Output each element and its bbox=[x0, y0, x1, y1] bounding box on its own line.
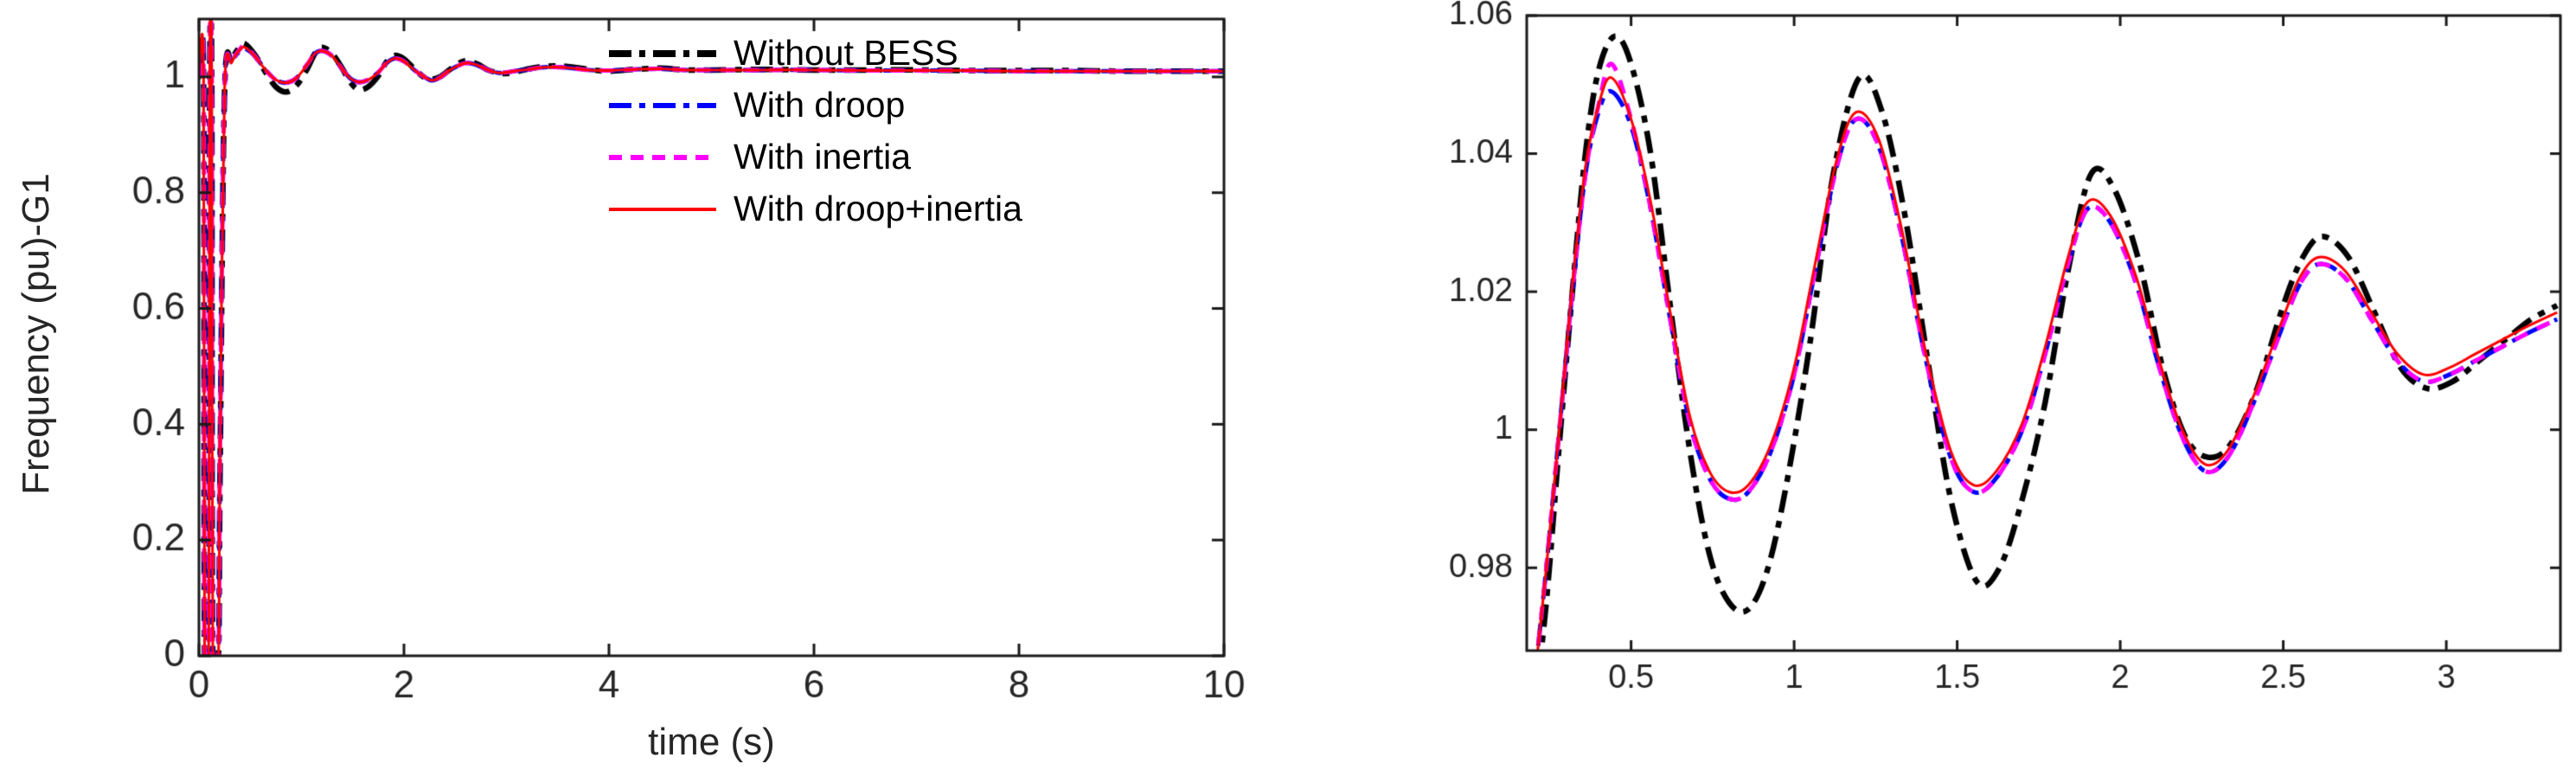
legend-label: Without BESS bbox=[734, 33, 958, 73]
right-plot-canvas bbox=[1298, 0, 2576, 783]
legend-label: With droop+inertia bbox=[734, 189, 1022, 228]
legend-label: With inertia bbox=[734, 137, 912, 176]
legend: Without BESS With droop With inertia With d… bbox=[607, 33, 1022, 229]
right-plot-zoomed bbox=[1298, 0, 2576, 783]
left-plot-xlabel: time (s) bbox=[648, 721, 775, 763]
legend-line-with-droop-inertia-icon bbox=[609, 207, 716, 211]
left-plot: Frequency (pu)-G1 time (s) Without BESS W… bbox=[0, 0, 1298, 783]
legend-item-without-bess: Without BESS bbox=[607, 33, 1022, 74]
left-plot-ylabel: Frequency (pu)-G1 bbox=[15, 173, 57, 495]
legend-line-with-inertia-icon bbox=[609, 154, 716, 160]
legend-label: With droop bbox=[734, 85, 906, 125]
legend-item-with-droop-inertia: With droop+inertia bbox=[607, 189, 1022, 229]
legend-item-with-droop: With droop bbox=[607, 85, 1022, 125]
legend-item-with-inertia: With inertia bbox=[607, 137, 1022, 177]
legend-line-with-droop-icon bbox=[609, 102, 716, 108]
legend-line-without-bess-icon bbox=[609, 49, 716, 57]
left-plot-canvas bbox=[0, 0, 1298, 783]
